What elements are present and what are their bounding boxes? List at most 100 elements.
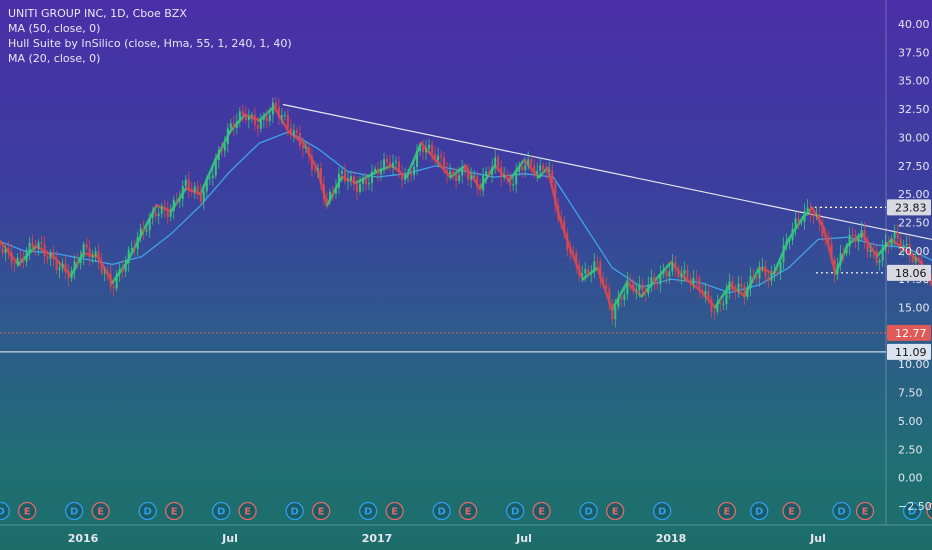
y-tick-label: 35.00 (898, 75, 930, 88)
candle-body (10, 252, 13, 264)
candle-body (662, 270, 665, 274)
hull-segment (199, 158, 217, 196)
candle-body (914, 257, 917, 263)
candle-body (725, 290, 728, 305)
candle-body (169, 210, 172, 217)
candle-body (881, 246, 884, 261)
candle-body (16, 257, 19, 264)
candle-body (283, 114, 286, 116)
candle-body (310, 155, 313, 170)
candle-body (76, 261, 79, 263)
candle-body (899, 238, 902, 249)
candle-body (704, 291, 707, 295)
candle-body (824, 235, 827, 240)
hull-segment (272, 105, 291, 134)
y-tick-label: 15.00 (898, 302, 930, 315)
candle-body (656, 283, 659, 285)
candle-body (890, 238, 893, 246)
y-tick-label: 30.00 (898, 131, 930, 144)
candle-body (265, 116, 268, 122)
earnings-marker (385, 501, 404, 521)
event-marker-label: E (391, 507, 398, 518)
event-marker-label: E (612, 507, 619, 518)
candle-body (175, 199, 178, 201)
candle-body (337, 173, 340, 188)
candle-body (343, 171, 346, 182)
candle-body (500, 166, 503, 178)
candle-body (0, 242, 1, 249)
candle-body (295, 130, 298, 134)
candle-body (869, 250, 872, 252)
hull-segment (419, 141, 438, 162)
candle-body (235, 121, 238, 128)
event-marker-label: D (658, 507, 666, 518)
earnings-marker (458, 501, 478, 521)
earnings-marker (91, 501, 110, 521)
y-tick-label: 5.00 (898, 415, 923, 428)
candle-body (689, 278, 692, 284)
legend-hull-suite: Hull Suite by InSilico (close, Hma, 55, … (8, 37, 292, 50)
candle-body (407, 173, 410, 176)
event-marker-label: E (538, 507, 545, 518)
candle-body (178, 199, 181, 201)
candle-body (806, 207, 809, 211)
candle-body (827, 239, 830, 244)
candle-body (298, 133, 301, 146)
candle-body (256, 124, 259, 129)
candle-body (289, 127, 292, 136)
candle-body (286, 114, 289, 128)
candle-body (277, 106, 280, 118)
candle-body (151, 212, 154, 218)
x-tick-label: 2016 (68, 532, 99, 545)
event-marker-label: D (291, 507, 299, 518)
earnings-marker (605, 501, 625, 521)
candle-body (590, 272, 593, 275)
event-marker-label: E (97, 507, 104, 518)
candle-body (52, 253, 55, 259)
candle-body (716, 302, 719, 312)
candle-body (274, 102, 277, 107)
hull-segment (507, 158, 526, 182)
candle-body (599, 261, 602, 280)
chart-legend: UNITI GROUP INC, 1D, Cboe BZX MA (50, cl… (8, 6, 292, 66)
candle-body (389, 162, 392, 168)
candle-body (677, 268, 680, 278)
event-marker-label: D (364, 507, 372, 518)
legend-title: UNITI GROUP INC, 1D, Cboe BZX (8, 7, 187, 20)
candle-body (109, 273, 112, 287)
candle-body (734, 289, 737, 292)
candle-body (818, 214, 821, 224)
candle-body (581, 273, 584, 276)
candle-body (316, 168, 319, 170)
candle-body (455, 173, 458, 181)
candle-body (593, 261, 596, 273)
candle-body (449, 171, 452, 175)
dividend-marker (285, 501, 304, 521)
candle-body (43, 244, 46, 257)
candle-body (566, 233, 569, 250)
candle-body (659, 273, 662, 285)
candle-body (707, 291, 710, 299)
dividend-marker (359, 501, 378, 521)
y-tick-label: 10.00 (898, 358, 930, 371)
y-tick-label: 27.50 (898, 160, 930, 173)
candle-body (629, 280, 632, 282)
candle-body (214, 160, 217, 176)
legend-ma50: MA (50, close, 0) (8, 22, 101, 35)
dividend-marker (832, 501, 851, 521)
candle-body (19, 257, 22, 260)
candle-body (710, 298, 713, 312)
candle-body (494, 157, 497, 168)
candle-body (121, 268, 124, 272)
candle-body (491, 167, 494, 175)
candle-body (67, 272, 70, 279)
candle-body (809, 207, 812, 215)
candle-body (226, 128, 229, 145)
candle-body (575, 253, 578, 266)
candle-body (425, 148, 428, 153)
candle-body (908, 243, 911, 256)
candle-body (587, 269, 590, 275)
candle-body (73, 261, 76, 271)
candle-body (698, 278, 701, 291)
